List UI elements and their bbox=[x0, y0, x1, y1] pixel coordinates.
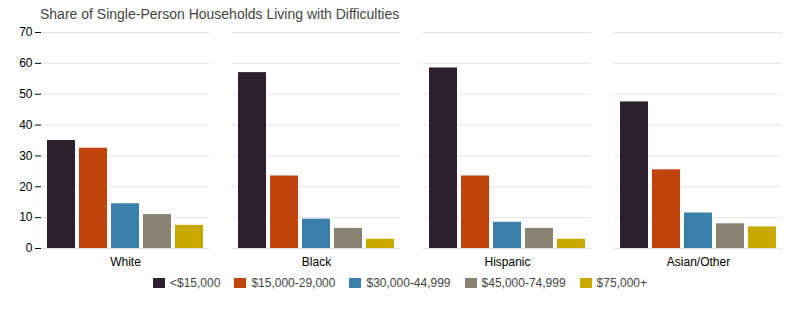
svg-text:White: White bbox=[110, 255, 141, 269]
svg-text:Black: Black bbox=[302, 255, 332, 269]
html-text:<$15,000: <$15,000 bbox=[170, 276, 221, 290]
html-text:$75,000+: $75,000+ bbox=[596, 276, 647, 290]
html-text:Share of Single-Person Househo: Share of Single-Person Households Living… bbox=[40, 6, 400, 22]
svg-text:30: 30 bbox=[19, 149, 33, 163]
svg-text:70: 70 bbox=[19, 25, 33, 39]
svg-text:Hispanic: Hispanic bbox=[484, 255, 530, 269]
svg-text:20: 20 bbox=[19, 180, 33, 194]
html-text:$45,000-74,999: $45,000-74,999 bbox=[481, 276, 566, 290]
html-text:$30,000-44,999: $30,000-44,999 bbox=[366, 276, 451, 290]
svg-text:50: 50 bbox=[19, 87, 33, 101]
svg-text:Asian/Other: Asian/Other bbox=[667, 255, 730, 269]
svg-text:40: 40 bbox=[19, 118, 33, 132]
svg-text:10: 10 bbox=[19, 210, 33, 224]
svg-text:60: 60 bbox=[19, 56, 33, 70]
html-text:$15,000-29,000: $15,000-29,000 bbox=[251, 276, 336, 290]
svg-text:0: 0 bbox=[26, 241, 33, 255]
